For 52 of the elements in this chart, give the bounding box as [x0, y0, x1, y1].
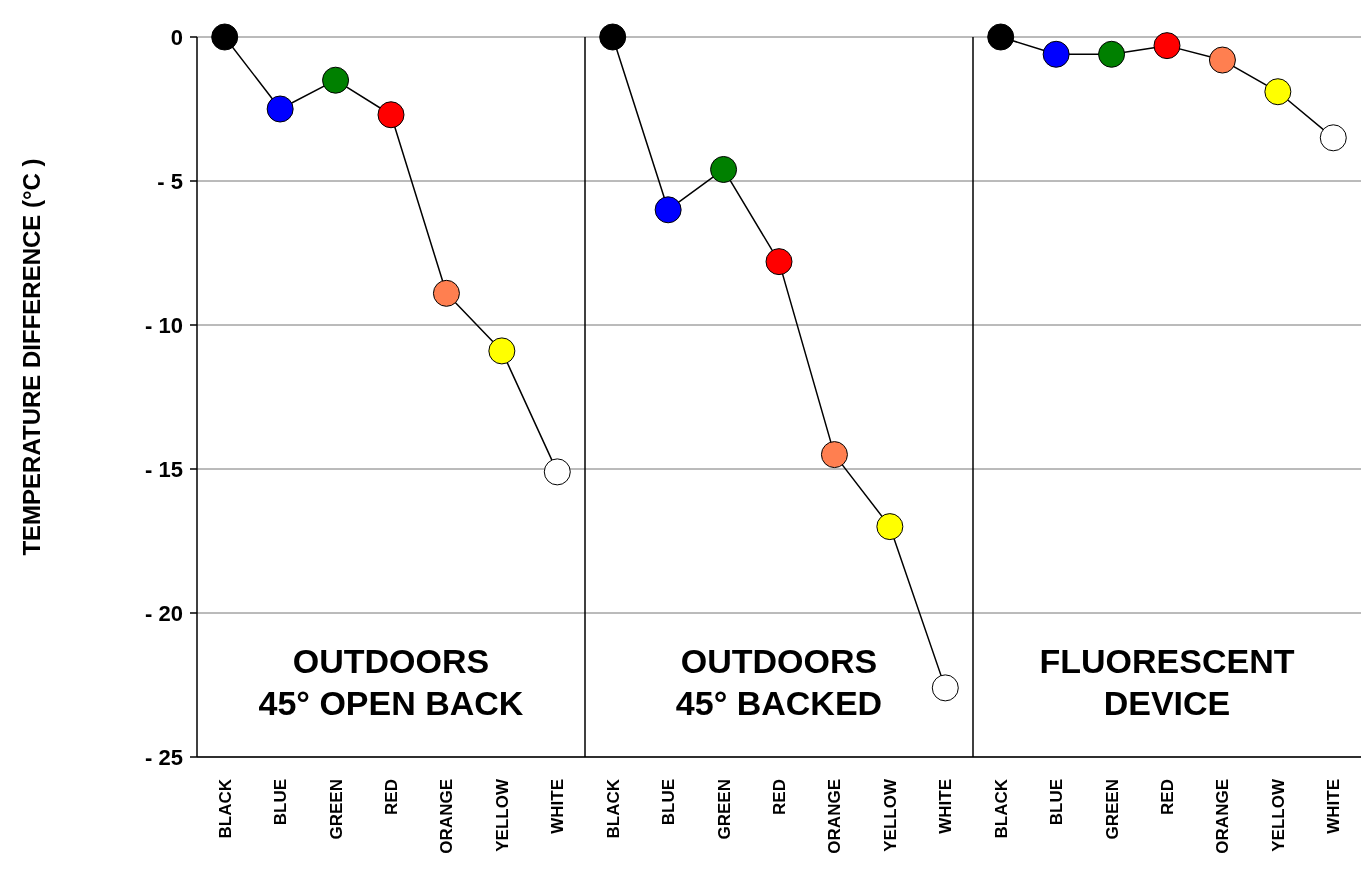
x-tick-label: BLUE — [271, 779, 291, 826]
x-tick-label: RED — [769, 779, 789, 815]
x-tick-label: RED — [381, 779, 401, 815]
x-tick-label: GREEN — [714, 779, 734, 840]
x-tick-label: WHITE — [1324, 779, 1344, 834]
x-tick-label: BLACK — [991, 778, 1011, 839]
point — [599, 23, 627, 51]
point — [876, 513, 904, 541]
point — [322, 66, 350, 94]
y-tick-label: - 20 — [145, 600, 183, 626]
point — [1319, 124, 1347, 152]
x-tick-label: YELLOW — [880, 778, 900, 852]
annotation: FLUORESCENT DEVICE — [1039, 642, 1295, 722]
y-axis-title: TEMPERATURE DIFFERENCE (°C ) — [18, 158, 45, 556]
point — [820, 441, 848, 469]
x-tick-label: ORANGE — [437, 779, 457, 854]
point — [654, 196, 682, 224]
x-tick-label: WHITE — [936, 779, 956, 834]
y-tick-label: - 25 — [145, 744, 183, 770]
x-tick-label: WHITE — [548, 779, 568, 834]
point — [377, 101, 405, 129]
point — [543, 458, 571, 486]
point — [488, 337, 516, 365]
point — [987, 23, 1015, 51]
x-tick-label: BLACK — [215, 778, 235, 839]
x-tick-label: BLACK — [603, 778, 623, 839]
point — [1208, 46, 1236, 74]
x-tick-label: GREEN — [326, 779, 346, 840]
point — [432, 279, 460, 307]
point — [1042, 40, 1070, 68]
y-tick-label: 0 — [170, 24, 183, 50]
y-tick-label: - 15 — [145, 456, 183, 482]
x-tick-label: ORANGE — [1213, 779, 1233, 854]
point — [710, 156, 738, 183]
y-tick-label: - 5 — [157, 168, 183, 194]
annotation: OUTDOORS 45° BACKED — [675, 642, 883, 722]
x-tick-label: YELLOW — [1268, 778, 1288, 852]
point — [211, 23, 239, 51]
x-tick-label: GREEN — [1102, 779, 1122, 840]
point — [931, 674, 959, 702]
point — [266, 95, 294, 123]
point — [1098, 40, 1126, 68]
annotation: OUTDOORS 45° OPEN BACK — [258, 642, 524, 722]
point — [765, 248, 793, 276]
x-tick-label: ORANGE — [825, 779, 845, 854]
x-tick-label: BLUE — [659, 779, 679, 826]
point — [1153, 32, 1181, 60]
y-tick-label: - 10 — [145, 312, 183, 338]
x-tick-label: YELLOW — [492, 778, 512, 852]
x-tick-label: BLUE — [1047, 779, 1067, 826]
point — [1264, 78, 1292, 106]
x-tick-label: RED — [1157, 779, 1177, 815]
